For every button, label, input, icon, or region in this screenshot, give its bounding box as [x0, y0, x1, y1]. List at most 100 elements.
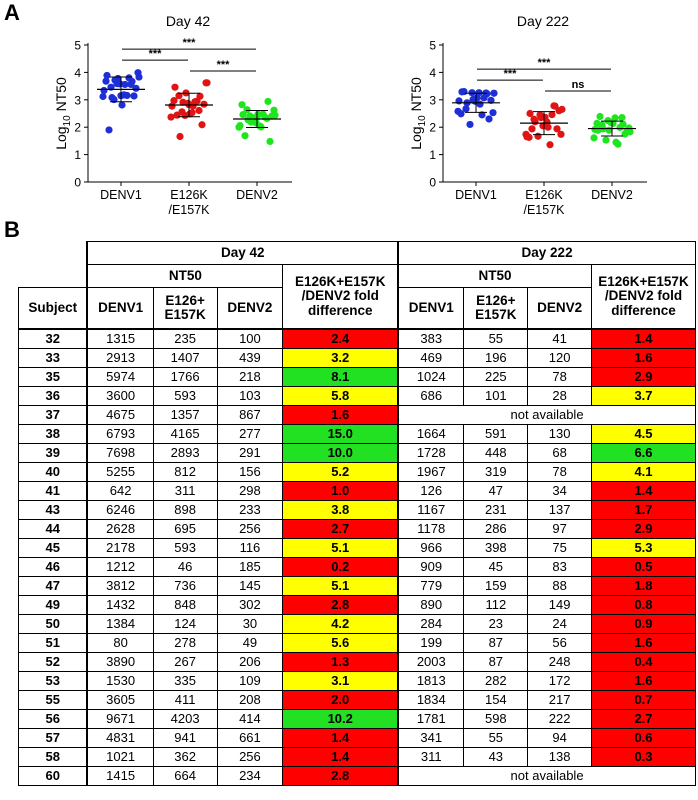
- y-axis-label-log: Log: [53, 126, 69, 149]
- fold-day222-cell: 1.7: [590, 500, 697, 520]
- y-tick-label: 4: [74, 66, 81, 80]
- x-tick-label: E126K: [525, 188, 563, 202]
- y-axis-label-sub: 10: [62, 115, 73, 127]
- fold-day42-cell: 10.0: [282, 443, 399, 463]
- denv2-day42-cell: 298: [216, 481, 284, 501]
- denv2-day42-cell: 256: [216, 519, 284, 539]
- data-point: [525, 133, 533, 141]
- fold-day222-cell: 1.6: [590, 671, 697, 691]
- data-point: [188, 109, 196, 117]
- fold-day42-cell: 8.1: [282, 367, 399, 387]
- table-row: 53 1530 335 109 3.1 1813 282 172 1.6: [18, 671, 697, 691]
- data-point: [200, 100, 208, 108]
- data-point: [457, 110, 465, 118]
- denv1-day42-cell: 2913: [86, 348, 154, 368]
- e126-day42-cell: 848: [152, 595, 218, 615]
- header-denv2-day42: DENV2: [216, 287, 284, 330]
- fold-day42-cell: 2.8: [282, 595, 399, 615]
- denv1-day42-cell: 1021: [86, 747, 154, 767]
- data-point: [241, 132, 249, 140]
- denv1-day42-cell: 1415: [86, 766, 154, 786]
- denv1-day42-cell: 1530: [86, 671, 154, 691]
- e126-day222-cell: 23: [463, 614, 529, 634]
- header-day222: Day 222: [397, 241, 697, 265]
- y-tick-label: 2: [74, 121, 81, 135]
- denv1-day222-cell: 126: [397, 481, 465, 501]
- fold-day222-cell: 0.4: [590, 652, 697, 672]
- data-point: [475, 89, 483, 97]
- denv2-day42-cell: 256: [216, 747, 284, 767]
- denv1-day222-cell: 1781: [397, 709, 465, 729]
- denv2-day42-cell: 439: [216, 348, 284, 368]
- denv1-day222-cell: 199: [397, 633, 465, 653]
- data-point: [195, 106, 203, 115]
- e126-day42-cell: 812: [152, 462, 218, 482]
- fold-day42-cell: 10.2: [282, 709, 399, 729]
- significance-label: ***: [217, 59, 231, 71]
- subject-cell: 58: [18, 747, 88, 767]
- denv1-day222-cell: 311: [397, 747, 465, 767]
- subject-cell: 39: [18, 443, 88, 463]
- y-tick-label: 3: [74, 93, 81, 107]
- denv1-day222-cell: 966: [397, 538, 465, 558]
- data-point: [611, 114, 619, 122]
- data-point: [246, 112, 254, 120]
- nt50-table: Day 42 Day 222 NT50 E126K+E157K /DENV2 f…: [18, 241, 697, 786]
- data-point: [198, 121, 206, 129]
- e126-day222-cell: 282: [463, 671, 529, 691]
- subject-cell: 35: [18, 367, 88, 387]
- denv1-day222-cell: 2003: [397, 652, 465, 672]
- subject-cell: 32: [18, 328, 88, 349]
- denv1-day222-cell: 383: [397, 328, 465, 349]
- denv1-day42-cell: 5255: [86, 462, 154, 482]
- e126-day222-cell: 196: [463, 348, 529, 368]
- fold-day222-cell: 1.6: [590, 633, 697, 653]
- data-point: [553, 125, 561, 133]
- denv2-day222-cell: 78: [527, 367, 592, 387]
- denv1-day222-cell: 341: [397, 728, 465, 748]
- denv1-day222-cell: 469: [397, 348, 465, 368]
- denv1-day42-cell: 1212: [86, 557, 154, 577]
- denv2-day42-cell: 116: [216, 538, 284, 558]
- fold-day42-cell: 2.0: [282, 690, 399, 710]
- table-row: 44 2628 695 256 2.7 1178 286 97 2.9: [18, 519, 697, 539]
- x-tick-label: DENV1: [455, 188, 497, 202]
- e126-day222-cell: 319: [463, 462, 529, 482]
- fold-day222-cell: 1.6: [590, 348, 697, 368]
- header-fold-day222: E126K+E157K /DENV2 fold difference: [590, 264, 697, 330]
- fold-day42-cell: 5.8: [282, 386, 399, 406]
- denv1-day222-cell: 779: [397, 576, 465, 596]
- data-point: [132, 84, 140, 92]
- header-nt50-day222: NT50: [397, 264, 592, 288]
- header-e126-day42: E126+ E157K: [152, 287, 218, 330]
- fold-day222-cell: 0.9: [590, 614, 697, 634]
- e126-day222-cell: 47: [463, 481, 529, 501]
- e126-day222-cell: 55: [463, 728, 529, 748]
- subject-cell: 49: [18, 595, 88, 615]
- denv2-day42-cell: 185: [216, 557, 284, 577]
- data-point: [528, 125, 536, 133]
- denv2-day42-cell: 100: [216, 328, 284, 349]
- data-point: [531, 118, 539, 126]
- subject-cell: 43: [18, 500, 88, 520]
- fold-day222-cell: 1.4: [590, 328, 697, 349]
- e126-day222-cell: 112: [463, 595, 529, 615]
- denv2-day42-cell: 277: [216, 424, 284, 444]
- header-e126-day222: E126+ E157K: [463, 287, 529, 330]
- fold-day42-cell: 2.8: [282, 766, 399, 786]
- fold-day42-cell: 5.1: [282, 538, 399, 558]
- e126-day222-cell: 87: [463, 633, 529, 653]
- data-point: [557, 130, 565, 138]
- table-row: 38 6793 4165 277 15.0 1664 591 130 4.5: [18, 424, 697, 444]
- denv2-day42-cell: 867: [216, 405, 284, 425]
- e126-day42-cell: 4165: [152, 424, 218, 444]
- header-nt50-day42: NT50: [86, 264, 284, 288]
- significance-label: ***: [149, 48, 163, 60]
- denv2-day42-cell: 109: [216, 671, 284, 691]
- data-point: [118, 101, 126, 109]
- denv2-day42-cell: 414: [216, 709, 284, 729]
- header-subject: Subject: [18, 287, 88, 330]
- y-axis-label: Log10 NT50: [408, 77, 428, 150]
- data-point: [471, 97, 479, 105]
- denv2-day222-cell: 137: [527, 500, 592, 520]
